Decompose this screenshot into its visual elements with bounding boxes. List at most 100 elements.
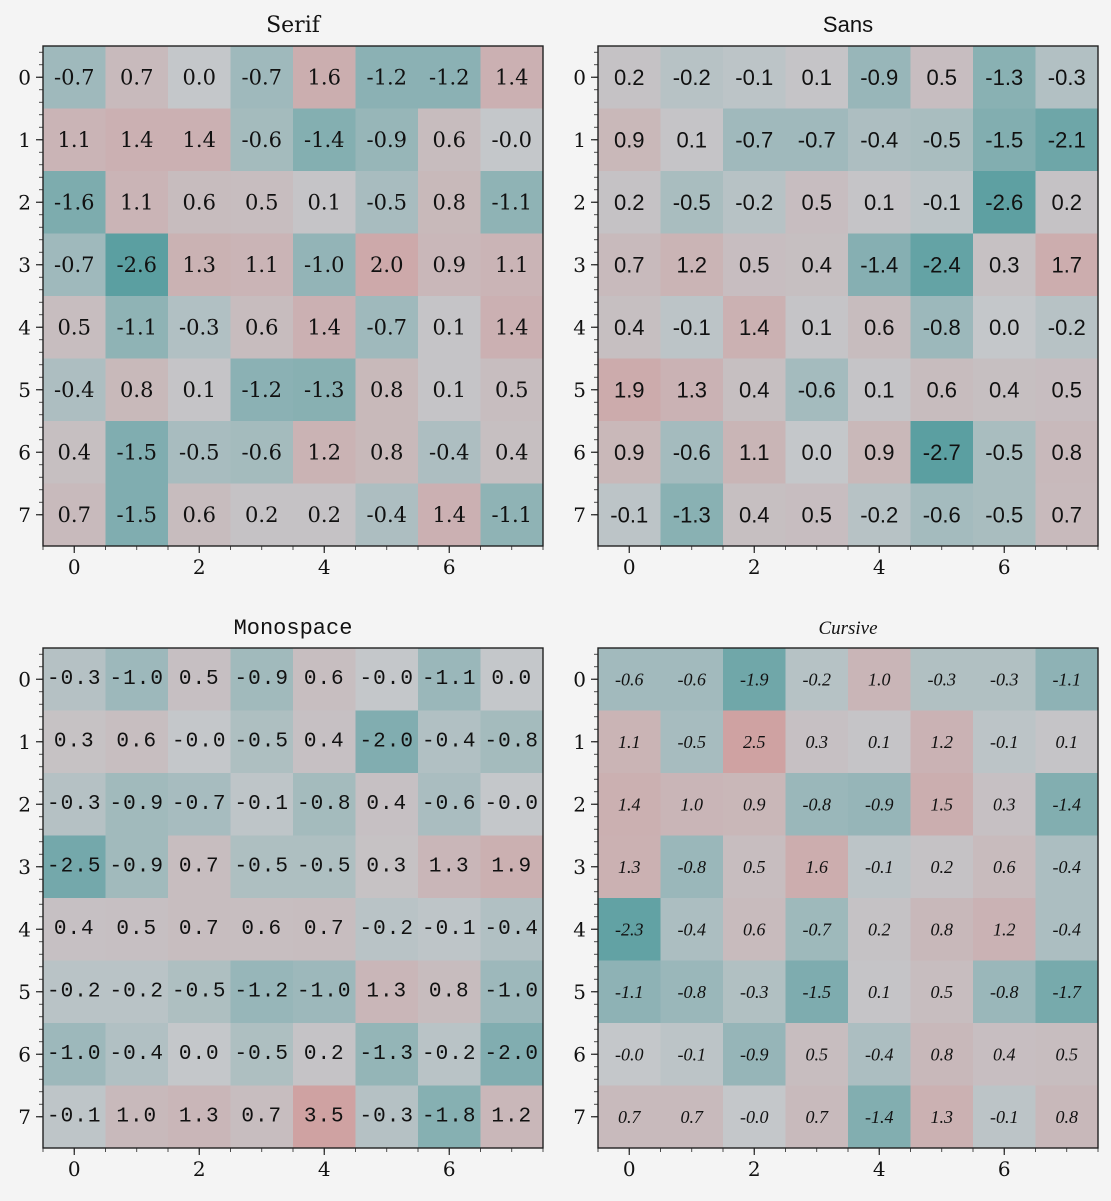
heatmap-cell xyxy=(598,1023,661,1086)
heatmap-cell xyxy=(973,835,1036,899)
cell-value-label: 0.5 xyxy=(245,190,278,214)
cell-value-label: -0.8 xyxy=(485,730,539,753)
heatmap-cell xyxy=(785,960,849,1024)
heatmap-cell xyxy=(105,773,169,836)
cell-value-label: 0.4 xyxy=(739,502,770,527)
heatmap-cell xyxy=(418,960,481,1024)
heatmap-cell xyxy=(910,1023,974,1086)
x-tick-label: 2 xyxy=(748,1157,761,1181)
heatmap-cell xyxy=(168,648,231,711)
heatmap-cell xyxy=(785,835,849,899)
cell-value-label: -1.2 xyxy=(235,980,289,1003)
heatmap-cell xyxy=(1035,171,1099,234)
cell-value-label: -0.5 xyxy=(235,855,289,878)
cell-value-label: -1.2 xyxy=(367,65,408,89)
heatmap-cell xyxy=(355,171,419,234)
cell-value-label: -0.2 xyxy=(422,1043,476,1066)
cell-value-label: -0.6 xyxy=(422,793,476,816)
cell-value-label: 0.7 xyxy=(179,855,220,878)
y-tick-label: 2 xyxy=(573,190,586,214)
cell-value-label: -0.5 xyxy=(678,732,707,752)
heatmap-cell xyxy=(293,233,356,297)
cell-value-label: 0.4 xyxy=(54,918,95,941)
cell-value-label: 0.1 xyxy=(868,732,891,752)
heatmap-cell xyxy=(480,960,544,1024)
heatmap-cell xyxy=(660,171,724,234)
cell-value-label: 0.5 xyxy=(1056,1044,1079,1064)
cell-value-label: 1.3 xyxy=(618,857,641,877)
cell-value-label: -1.0 xyxy=(47,1043,101,1066)
cell-value-label: 0.6 xyxy=(304,668,345,691)
heatmap-cell xyxy=(848,898,911,961)
heatmap-cell xyxy=(355,233,419,297)
cell-value-label: 0.6 xyxy=(245,315,278,339)
heatmap-cell xyxy=(418,898,481,961)
cell-value-label: -0.8 xyxy=(990,982,1019,1002)
heatmap-cell xyxy=(43,773,106,836)
cell-value-label: -0.4 xyxy=(429,440,470,464)
heatmap-cell xyxy=(785,46,849,109)
cell-value-label: -0.0 xyxy=(615,1044,644,1064)
cell-value-label: -1.5 xyxy=(985,127,1023,152)
heatmap-cell xyxy=(598,773,661,836)
heatmap-cell xyxy=(418,648,481,711)
panel-title: Serif xyxy=(266,13,322,38)
y-tick-label: 3 xyxy=(18,253,31,277)
cell-value-label: 0.4 xyxy=(614,315,645,340)
heatmap-cell xyxy=(598,296,661,359)
cell-value-label: 0.6 xyxy=(241,918,282,941)
heatmap-cell xyxy=(1035,1085,1099,1149)
heatmap-cell xyxy=(723,1085,786,1149)
y-tick-label: 1 xyxy=(18,730,31,754)
cell-value-label: -0.5 xyxy=(923,127,961,152)
cell-value-label: 0.7 xyxy=(806,1107,830,1127)
cell-value-label: -0.5 xyxy=(179,440,220,464)
cell-value-label: -0.1 xyxy=(422,918,476,941)
y-tick-label: 0 xyxy=(573,667,586,691)
heatmap-cell xyxy=(660,898,724,961)
heatmap-cell xyxy=(848,960,911,1024)
heatmap-cell xyxy=(785,648,849,711)
cell-value-label: 1.2 xyxy=(931,732,954,752)
heatmap-cell xyxy=(660,483,724,547)
heatmap-cell xyxy=(293,835,356,899)
heatmap-cell xyxy=(43,960,106,1024)
y-tick-label: 7 xyxy=(18,503,31,527)
cell-value-label: 0.6 xyxy=(183,503,216,527)
cell-value-label: -0.2 xyxy=(860,502,898,527)
heatmap-cell xyxy=(723,835,786,899)
cell-value-label: 1.3 xyxy=(366,980,407,1003)
heatmap-cell xyxy=(105,1085,169,1149)
x-tick-label: 0 xyxy=(623,1157,636,1181)
cell-value-label: -0.7 xyxy=(735,127,773,152)
heatmap-cell xyxy=(168,358,231,422)
heatmap-cell xyxy=(910,296,974,359)
heatmap-cell xyxy=(355,898,419,961)
heatmap-cell xyxy=(785,233,849,297)
cell-value-label: -0.6 xyxy=(615,669,644,689)
cell-value-label: 1.4 xyxy=(495,315,528,339)
heatmap-cell xyxy=(418,773,481,836)
cell-value-label: -0.5 xyxy=(297,855,351,878)
heatmap-cell xyxy=(973,1085,1036,1149)
heatmap-cell xyxy=(598,960,661,1024)
cell-value-label: -1.4 xyxy=(865,1107,894,1127)
cell-value-label: 0.1 xyxy=(864,190,895,215)
heatmap-cell xyxy=(293,960,356,1024)
heatmap-cell xyxy=(168,1085,231,1149)
cell-value-label: 1.4 xyxy=(739,315,770,340)
heatmap-cell xyxy=(230,171,294,234)
cell-value-label: 0.1 xyxy=(801,65,832,90)
cell-value-label: -0.0 xyxy=(492,128,533,152)
cell-value-label: 0.7 xyxy=(681,1107,705,1127)
heatmap-cell xyxy=(848,773,911,836)
heatmap-cell xyxy=(785,421,849,484)
cell-value-label: -0.2 xyxy=(803,669,832,689)
heatmap-cell xyxy=(480,835,544,899)
cell-value-label: 1.1 xyxy=(739,440,770,465)
heatmap-cell xyxy=(168,835,231,899)
cell-value-label: -0.2 xyxy=(110,980,164,1003)
cell-value-label: -0.7 xyxy=(172,793,226,816)
cell-value-label: 0.1 xyxy=(433,378,466,402)
cell-value-label: 1.3 xyxy=(429,855,470,878)
